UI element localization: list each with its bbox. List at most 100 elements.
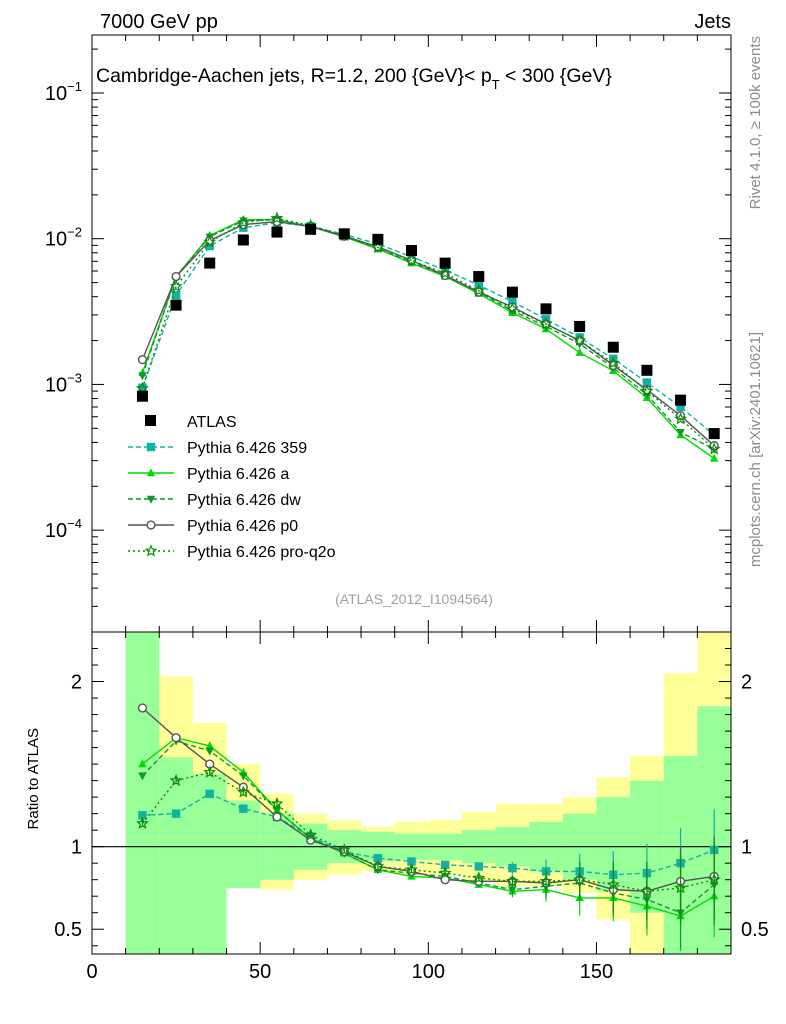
ratio-series-pythia-6-426-pro-q2o <box>136 765 721 924</box>
ratio-y-tick-label: 1 <box>71 837 82 859</box>
ratio-y-axis-label: Ratio to ATLAS <box>25 728 42 829</box>
ratio-point <box>474 862 483 871</box>
ratio-point <box>169 773 183 787</box>
ratio-point <box>171 809 181 818</box>
data-point <box>506 286 518 298</box>
series-point <box>573 333 587 347</box>
data-point <box>607 341 619 353</box>
ratio-y-tick-label: 2 <box>71 672 82 694</box>
legend-marker <box>144 544 158 557</box>
series-point <box>270 211 284 224</box>
data-point <box>170 299 182 311</box>
ratio-point <box>407 857 416 866</box>
series-point <box>505 302 519 315</box>
legend: ATLAS Pythia 6.426 359 Pythia 6.426 a Pythi… <box>128 414 336 561</box>
ratio-point <box>573 872 587 886</box>
ratio-point <box>272 812 282 822</box>
ratio-point <box>171 733 181 743</box>
series-point <box>438 266 452 279</box>
series-point <box>575 348 584 356</box>
ratio-point <box>405 863 418 876</box>
ratio-y-tick-label-right: 0.5 <box>741 919 769 941</box>
series-line <box>141 217 715 450</box>
ratio-point <box>707 872 721 886</box>
ratio-point <box>505 874 519 887</box>
ratio-point <box>508 863 517 873</box>
series-point <box>205 241 214 251</box>
ratio-point <box>539 874 553 887</box>
series-point <box>508 297 517 306</box>
legend-marker <box>146 442 156 452</box>
y-tick-label: 10−2 <box>45 225 82 251</box>
series-pythia-6-426-359 <box>138 218 719 440</box>
data-point <box>473 271 485 283</box>
ratio-point <box>205 789 214 799</box>
series-point <box>709 453 719 462</box>
ratio-point <box>236 785 250 798</box>
series-point <box>171 271 181 282</box>
ratio-point <box>440 860 450 870</box>
ratio-point <box>472 871 486 884</box>
data-point <box>574 320 586 332</box>
ratio-y-tick-label-right: 1 <box>741 837 752 859</box>
main-panel: 10−1 10−2 10−3 10−4 Cambridge-Aachen jets, … <box>45 34 732 633</box>
x-tick-label: 150 <box>580 961 613 983</box>
series-line <box>141 218 715 460</box>
y-tick-label: 10−3 <box>45 370 82 396</box>
series-point <box>707 442 721 455</box>
rivet-label: Rivet 4.1.0, ≥ 100k events <box>747 36 764 209</box>
data-point <box>406 244 417 256</box>
ratio-panel: 0.5 0.5 1 1 2 2 Ratio to ATLAS <box>25 631 769 955</box>
ratio-point <box>239 772 248 781</box>
legend-label: Pythia 6.426 359 <box>187 440 307 457</box>
uncertainty-band-inner <box>226 800 261 888</box>
legend-marker <box>146 468 156 477</box>
ratio-point <box>272 807 282 816</box>
ratio-line <box>141 771 715 893</box>
data-point <box>372 233 384 245</box>
series-point <box>405 253 418 266</box>
legend-label: Pythia 6.426 pro-q2o <box>187 544 336 561</box>
ratio-point <box>138 772 147 781</box>
series-point <box>236 215 250 229</box>
data-point <box>136 390 148 402</box>
legend-marker <box>146 520 156 530</box>
x-tick-label: 100 <box>412 961 445 983</box>
series-point <box>136 381 149 394</box>
data-point <box>204 257 216 269</box>
data-point <box>641 364 653 376</box>
series-pythia-6-426-pro-q2o <box>136 211 721 455</box>
ratio-point <box>371 859 385 872</box>
data-point <box>305 223 317 235</box>
series-point <box>440 265 450 275</box>
data-point <box>540 303 552 315</box>
series-line <box>141 221 715 436</box>
ratio-point <box>640 884 654 897</box>
series-point <box>676 402 685 412</box>
ratio-line <box>141 740 715 914</box>
series-point <box>640 384 654 397</box>
series-point <box>137 355 148 365</box>
series-point <box>676 429 685 437</box>
series-point <box>203 235 217 248</box>
series-line <box>141 218 715 450</box>
data-point <box>439 257 451 269</box>
ratio-point <box>136 816 149 830</box>
x-tick-label: 0 <box>86 961 97 983</box>
data-point <box>675 394 687 406</box>
ratio-point <box>203 765 217 778</box>
legend-label: Pythia 6.426 dw <box>187 492 301 509</box>
ratio-point <box>508 886 517 895</box>
ratio-point <box>205 741 214 750</box>
uncertainty-band-inner <box>192 774 227 954</box>
uncertainty-band-inner <box>125 632 160 954</box>
ratio-point <box>304 828 318 841</box>
ratio-y-tick-label: 0.5 <box>54 919 82 941</box>
header-left: 7000 GeV pp <box>100 11 218 33</box>
data-point <box>237 234 249 246</box>
series-point <box>169 279 183 292</box>
ratio-point <box>438 866 452 879</box>
series-point <box>642 378 652 387</box>
series-point <box>674 412 687 425</box>
ratio-point <box>138 759 147 768</box>
